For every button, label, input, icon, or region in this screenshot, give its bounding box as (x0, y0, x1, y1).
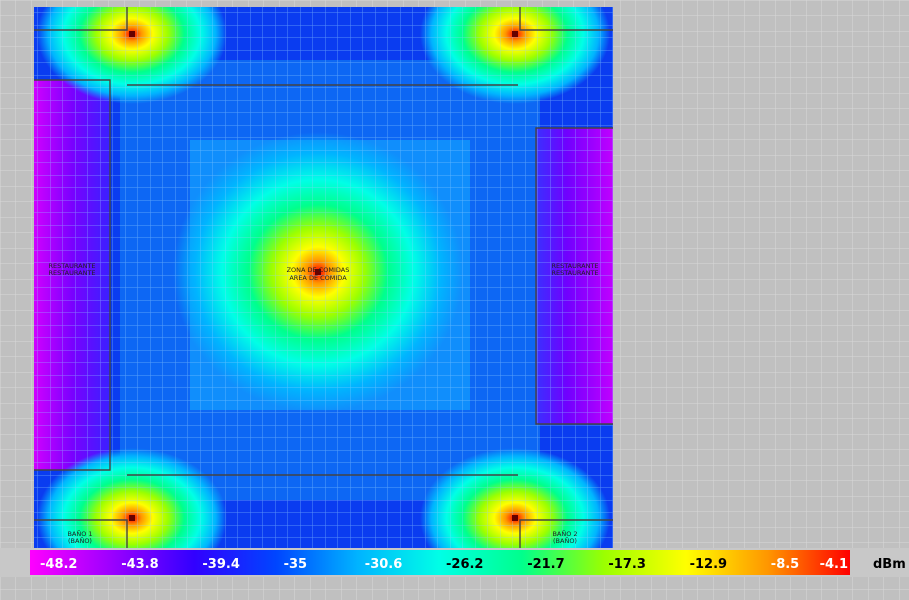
room-label-center-1: ZONA DE COMIDAS (287, 266, 350, 274)
ap-marker[interactable] (129, 31, 135, 37)
floor-plan: RESTAURANTE RESTAURANTE RESTAURANTE REST… (34, 7, 613, 577)
legend-tick-label: -35 (284, 557, 308, 572)
ap-marker[interactable] (512, 515, 518, 521)
floor-grid (34, 7, 613, 577)
walls (34, 7, 613, 577)
legend-tick-labels: -48.2 -43.8 -39.4 -35 -30.6 -26.2 -21.7 -17.3 -1… (40, 557, 848, 572)
legend-tick-label: -4.1 (820, 557, 848, 572)
room-label-bath1-2: (BAÑO) (68, 536, 92, 545)
legend-tick-label: -17.3 (608, 557, 645, 572)
legend-tick-label: -26.2 (446, 557, 483, 572)
access-points (129, 31, 518, 521)
room-label-right-1: RESTAURANTE (551, 262, 598, 270)
room-label-bath2-1: BAÑO 2 (552, 529, 577, 538)
ap-marker[interactable] (129, 515, 135, 521)
legend-tick-label: -48.2 (40, 557, 77, 572)
legend-tick-label: -43.8 (121, 557, 158, 572)
legend-tick-label: -39.4 (202, 557, 239, 572)
room-label-right-2: RESTAURANTE (551, 269, 598, 277)
room-label-left-2: RESTAURANTE (48, 269, 95, 277)
legend-tick-label: -12.9 (690, 557, 727, 572)
ap-marker[interactable] (512, 31, 518, 37)
signal-color-scale: -48.2 -43.8 -39.4 -35 -30.6 -26.2 -21.7 -17.3 -1… (0, 548, 909, 577)
room-label-center-2: AREA DE COMIDA (289, 274, 347, 282)
room-label-bath1-1: BAÑO 1 (67, 529, 92, 538)
legend-unit: dBm (873, 557, 906, 572)
legend-tick-label: -21.7 (527, 557, 564, 572)
ap-marker[interactable] (315, 269, 321, 275)
room-label-bath2-2: (BAÑO) (553, 536, 577, 545)
room-label-left-1: RESTAURANTE (48, 262, 95, 270)
legend-gradient-bar (30, 550, 850, 575)
legend-tick-label: -8.5 (771, 557, 799, 572)
legend-tick-label: -30.6 (365, 557, 402, 572)
